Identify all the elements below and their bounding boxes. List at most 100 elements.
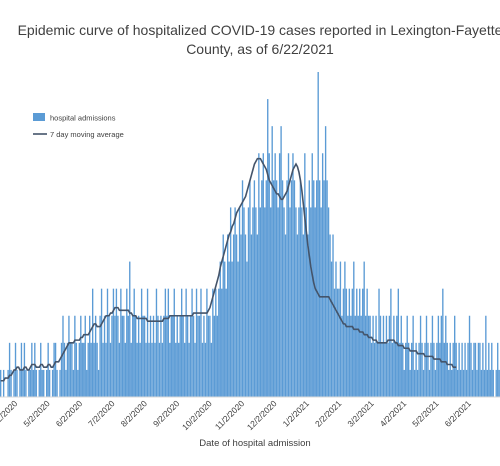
bar-162 [240,234,242,397]
bar-313 [464,342,466,397]
bar-299 [443,342,445,397]
bar-105 [155,288,158,397]
bar-268 [397,288,399,397]
bar-179 [265,180,267,397]
bar-193 [286,180,288,397]
bar-65 [96,342,98,397]
bar-120 [178,342,180,397]
bar-78 [115,288,118,397]
bar-250 [370,342,373,397]
bar-226 [335,261,337,397]
bar-76 [112,288,115,397]
bar-288 [427,342,429,397]
bar-58 [86,369,88,397]
bar-144 [213,315,216,397]
chart-title-line-1: Epidemic curve of hospitalized COVID-19 … [17,22,500,38]
bar-90 [133,288,135,397]
bar-77 [114,315,116,397]
bar-138 [204,342,207,397]
legend-bar-label: hospital admissions [50,114,116,123]
bar-113 [167,288,170,397]
bar-128 [189,315,192,397]
bar-64 [94,315,97,397]
bar-219 [324,126,327,398]
bar-133 [197,315,199,397]
bar-122 [181,288,183,397]
bar-234 [347,315,349,397]
bar-79 [117,315,119,397]
bar-100 [148,342,150,397]
bar-241 [357,315,359,397]
bar-267 [396,315,398,397]
bar-221 [327,207,330,397]
bar-318 [471,369,474,397]
bar-168 [249,180,251,397]
bar-35 [51,369,54,397]
x-tick-label-4: 8/2/2020 [119,398,150,429]
bar-232 [344,261,346,397]
bar-191 [283,207,285,397]
bar-256 [379,315,382,397]
bar-326 [483,369,486,397]
bar-131 [194,342,196,397]
bar-239 [354,315,356,397]
bar-273 [405,342,407,397]
x-tick-label-13: 5/2/2021 [410,398,441,429]
bar-334 [495,369,497,397]
bar-57 [84,315,86,397]
bar-89 [132,315,134,397]
bar-112 [166,315,168,397]
bar-263 [390,288,392,397]
bar-132 [195,288,198,397]
bar-248 [367,315,370,397]
bar-201 [298,207,300,397]
x-tick-label-11: 3/2/2021 [345,398,376,429]
bar-324 [480,369,483,397]
bar-175 [259,207,261,397]
bar-47 [69,342,72,397]
bar-317 [470,342,472,397]
bar-296 [439,342,441,397]
bar-55 [81,342,83,397]
bar-116 [172,315,174,397]
bar-300 [445,315,447,397]
bar-150 [222,234,224,397]
bar-147 [218,288,220,397]
bar-260 [385,315,388,397]
bar-173 [256,234,259,397]
bar-20 [29,369,32,397]
bar-331 [491,342,493,397]
bar-50 [74,315,76,397]
bar-308 [456,369,459,397]
bar-43 [63,342,66,397]
bar-81 [120,288,122,397]
bar-84 [124,342,126,397]
bar-7 [10,369,12,397]
bar-304 [451,369,453,397]
bar-212 [314,207,316,397]
bar-272 [403,369,405,397]
bar-82 [121,315,124,397]
bar-108 [160,315,162,397]
bar-38 [56,369,58,397]
bar-266 [394,342,397,397]
bar-327 [485,315,487,397]
bar-164 [243,207,245,397]
bar-246 [364,315,367,397]
bar-155 [229,207,232,397]
bar-231 [342,288,345,397]
bar-264 [391,342,394,397]
x-tick-labels: 4/2/2020 5/2/2020 6/2/2020 7/2/2020 8/2/2020… [0,398,473,432]
bar-282 [418,342,420,397]
bar-307 [455,342,457,397]
bar-73 [108,315,110,397]
bar-252 [373,342,376,397]
bar-275 [408,342,410,397]
bar-262 [388,315,391,397]
bar-309 [458,342,460,397]
bar-284 [421,342,423,397]
bar-215 [318,180,321,397]
bar-270 [400,315,402,397]
bar-261 [387,342,389,397]
